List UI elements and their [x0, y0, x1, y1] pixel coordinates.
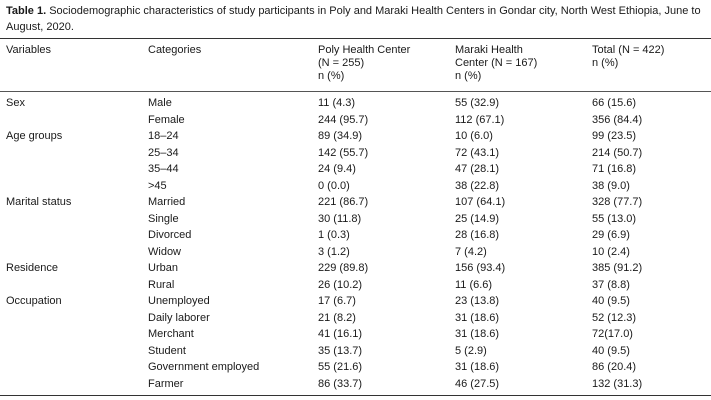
row-maraki: 156 (93.4)	[455, 262, 506, 274]
row-category: Unemployed	[148, 295, 210, 307]
row-category: Single	[148, 212, 179, 225]
row-category: Divorced	[148, 229, 192, 241]
row-poly: 229 (89.8)	[318, 262, 369, 274]
row-maraki: 72 (43.1)	[455, 146, 500, 159]
header-total-line1: Total (N = 422)	[592, 44, 665, 56]
row-poly: 142 (55.7)	[318, 146, 369, 159]
top-rule	[0, 38, 711, 39]
row-category: Student	[148, 344, 186, 357]
row-category: Merchant	[148, 328, 194, 340]
row-poly: 86 (33.7)	[318, 377, 363, 390]
row-category: 25–34	[148, 146, 179, 159]
row-category: Urban	[148, 262, 178, 274]
row-category: Daily laborer	[148, 311, 210, 324]
row-category: Farmer	[148, 377, 184, 390]
table-caption: Table 1. Sociodemographic characteristic…	[6, 4, 706, 35]
row-category: Female	[148, 113, 185, 126]
row-maraki: 38 (22.8)	[455, 179, 500, 192]
row-variable: Sex	[6, 97, 25, 109]
row-variable: Age groups	[6, 130, 63, 142]
row-poly: 244 (95.7)	[318, 113, 369, 126]
row-category: Male	[148, 97, 172, 109]
row-maraki: 112 (67.1)	[455, 113, 505, 126]
table-caption-text: Sociodemographic characteristics of stud…	[6, 5, 701, 33]
header-maraki: Maraki Health Center (N = 167) n (%)	[455, 44, 537, 83]
header-poly: Poly Health Center (N = 255) n (%)	[318, 44, 410, 83]
row-total: 37 (8.8)	[592, 278, 630, 291]
row-maraki: 31 (18.6)	[455, 328, 500, 340]
row-maraki: 10 (6.0)	[455, 130, 493, 142]
row-total: 132 (31.3)	[592, 377, 643, 390]
row-category: 18–24	[148, 130, 179, 142]
header-maraki-line3: n (%)	[455, 70, 482, 82]
row-category: >45	[148, 179, 167, 192]
header-total-line2: n (%)	[592, 57, 619, 69]
row-poly: 1 (0.3)	[318, 229, 350, 241]
row-maraki: 31 (18.6)	[455, 361, 500, 373]
header-categories: Categories	[148, 44, 202, 56]
row-total: 99 (23.5)	[592, 130, 637, 142]
header-poly-line1: Poly Health Center	[318, 44, 411, 56]
header-maraki-line2: Center (N = 167)	[455, 57, 538, 69]
row-poly: 17 (6.7)	[318, 295, 356, 307]
row-total: 55 (13.0)	[592, 212, 637, 225]
bottom-rule	[0, 395, 711, 396]
row-total: 86 (20.4)	[592, 361, 637, 373]
header-rule	[0, 91, 711, 92]
row-category: 35–44	[148, 163, 179, 175]
header-maraki-line1: Maraki Health	[455, 44, 523, 56]
row-poly: 35 (13.7)	[318, 344, 363, 357]
row-variable: Marital status	[6, 196, 72, 208]
row-total: 214 (50.7)	[592, 146, 643, 159]
row-poly: 3 (1.2)	[318, 245, 350, 258]
row-total: 66 (15.6)	[592, 97, 637, 109]
row-maraki: 25 (14.9)	[455, 212, 500, 225]
row-total: 52 (12.3)	[592, 311, 637, 324]
row-maraki: 46 (27.5)	[455, 377, 500, 390]
header-poly-line2: (N = 255)	[318, 57, 365, 69]
row-maraki: 7 (4.2)	[455, 245, 487, 258]
header-poly-line3: n (%)	[318, 70, 345, 82]
row-poly: 24 (9.4)	[318, 163, 356, 175]
row-category: Government employed	[148, 361, 260, 373]
row-maraki: 31 (18.6)	[455, 311, 500, 324]
row-total: 10 (2.4)	[592, 245, 630, 258]
row-variable: Residence	[6, 262, 58, 274]
row-poly: 26 (10.2)	[318, 278, 363, 291]
table-label: Table 1.	[6, 5, 47, 17]
row-total: 328 (77.7)	[592, 196, 643, 208]
row-poly: 0 (0.0)	[318, 179, 350, 192]
row-maraki: 23 (13.8)	[455, 295, 500, 307]
row-maraki: 55 (32.9)	[455, 97, 500, 109]
row-poly: 89 (34.9)	[318, 130, 363, 142]
header-variables: Variables	[6, 44, 52, 56]
row-category: Married	[148, 196, 186, 208]
row-maraki: 28 (16.8)	[455, 229, 500, 241]
row-total: 385 (91.2)	[592, 262, 643, 274]
row-poly: 55 (21.6)	[318, 361, 363, 373]
row-poly: 11 (4.3)	[318, 97, 356, 109]
row-total: 71 (16.8)	[592, 163, 637, 175]
row-total: 29 (6.9)	[592, 229, 630, 241]
row-maraki: 107 (64.1)	[455, 196, 506, 208]
row-poly: 30 (11.8)	[318, 212, 362, 225]
row-total: 356 (84.4)	[592, 113, 643, 126]
row-poly: 221 (86.7)	[318, 196, 369, 208]
row-poly: 41 (16.1)	[318, 328, 363, 340]
row-total: 40 (9.5)	[592, 295, 630, 307]
row-maraki: 47 (28.1)	[455, 163, 500, 175]
row-poly: 21 (8.2)	[318, 311, 356, 324]
row-total: 40 (9.5)	[592, 344, 630, 357]
row-total: 72(17.0)	[592, 328, 633, 340]
row-maraki: 11 (6.6)	[455, 278, 493, 291]
row-maraki: 5 (2.9)	[455, 344, 487, 357]
row-variable: Occupation	[6, 295, 62, 307]
row-category: Widow	[148, 245, 182, 258]
header-total: Total (N = 422) n (%)	[592, 44, 664, 70]
row-category: Rural	[148, 278, 175, 291]
row-total: 38 (9.0)	[592, 179, 630, 192]
